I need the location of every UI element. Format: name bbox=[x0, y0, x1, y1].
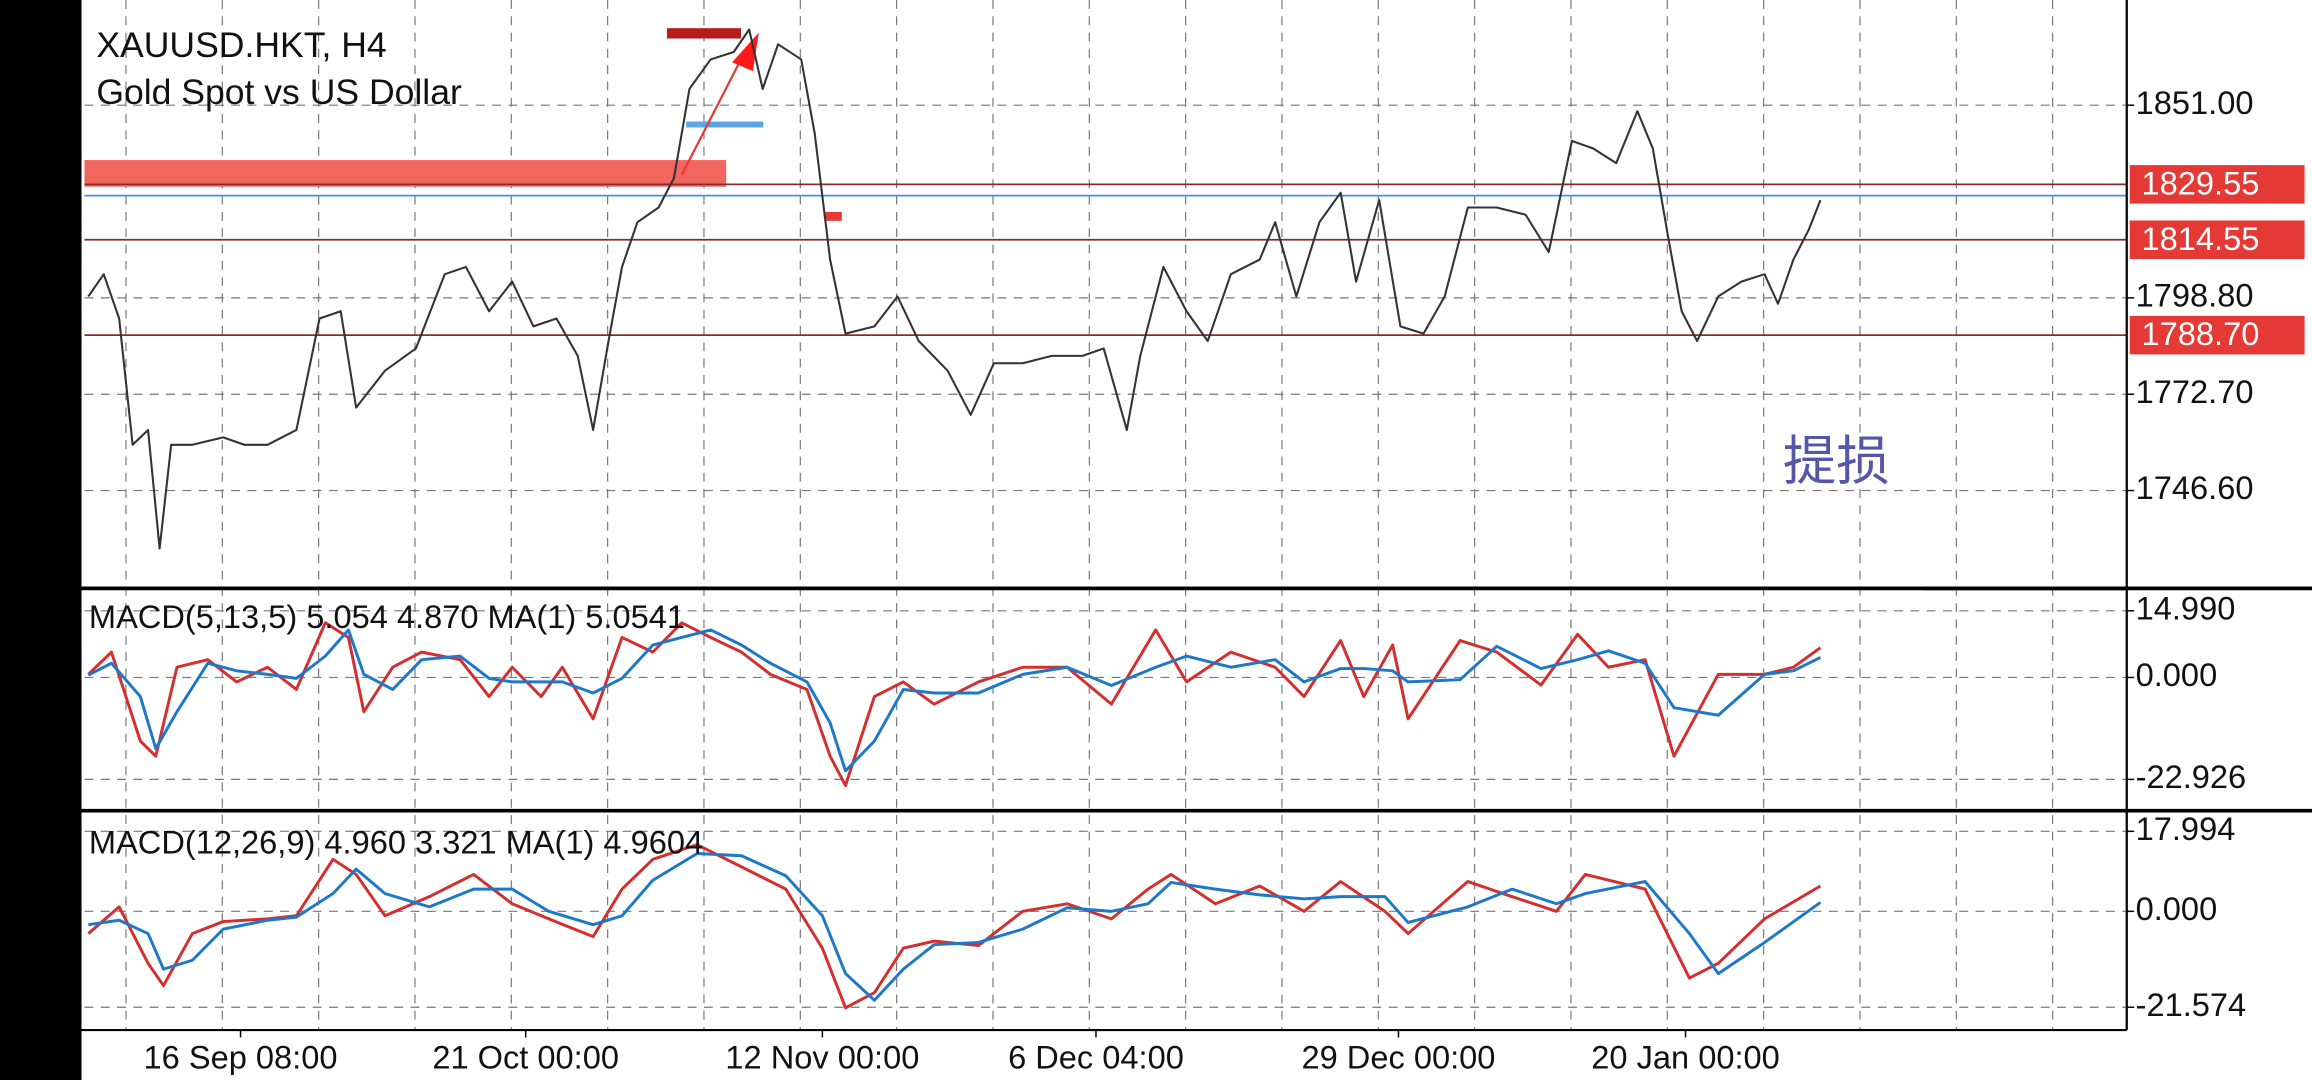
arrow-line bbox=[680, 58, 743, 176]
level-label: 1788.70 bbox=[2142, 315, 2260, 352]
y-tick-label: 17.994 bbox=[2136, 810, 2236, 847]
chart-subtitle: Gold Spot vs US Dollar bbox=[96, 72, 462, 112]
panel-title: MACD(5,13,5) 5.054 4.870 MA(1) 5.0541 bbox=[89, 598, 685, 635]
y-tick-label: -22.926 bbox=[2136, 758, 2247, 795]
level-label-box bbox=[2129, 220, 2305, 260]
y-tick-label: 0.000 bbox=[2136, 656, 2218, 693]
y-tick-label: 1746.60 bbox=[2136, 469, 2254, 506]
x-tick-label: 29 Dec 00:00 bbox=[1302, 1038, 1496, 1075]
x-tick-label: 6 Dec 04:00 bbox=[1008, 1038, 1184, 1075]
plot bbox=[84, 28, 2127, 1010]
data-line bbox=[87, 628, 1822, 773]
y-tick-label: 1772.70 bbox=[2136, 373, 2254, 410]
y-tick-label: -21.574 bbox=[2136, 986, 2247, 1023]
level-label-box bbox=[2129, 315, 2305, 355]
marker bbox=[666, 28, 742, 39]
x-tick-label: 16 Sep 08:00 bbox=[144, 1038, 338, 1075]
chart-title: XAUUSD.HKT, H4 bbox=[96, 25, 386, 65]
data-line bbox=[87, 28, 1822, 550]
x-tick-label: 20 Jan 00:00 bbox=[1591, 1038, 1779, 1075]
level-label: 1814.55 bbox=[2142, 220, 2260, 257]
marker bbox=[686, 121, 764, 128]
x-tick-label: 21 Oct 00:00 bbox=[432, 1038, 619, 1075]
y-tick-label: 14.990 bbox=[2136, 589, 2236, 626]
x-tick-label: 12 Nov 00:00 bbox=[725, 1038, 919, 1075]
y-tick-label: 1798.80 bbox=[2136, 276, 2254, 313]
data-line bbox=[87, 843, 1822, 1010]
y-tick-label: 1851.00 bbox=[2136, 84, 2254, 121]
zone bbox=[84, 160, 727, 187]
panel-title: MACD(12,26,9) 4.960 3.321 MA(1) 4.9604 bbox=[89, 823, 703, 860]
annotation: 提损 bbox=[1783, 432, 1890, 491]
level-label-box bbox=[2129, 165, 2305, 204]
left-bar bbox=[0, 0, 82, 1080]
marker bbox=[825, 211, 842, 221]
data-line bbox=[88, 852, 1822, 1002]
level-label: 1829.55 bbox=[2142, 164, 2260, 201]
y-tick-label: 0.000 bbox=[2136, 890, 2218, 927]
